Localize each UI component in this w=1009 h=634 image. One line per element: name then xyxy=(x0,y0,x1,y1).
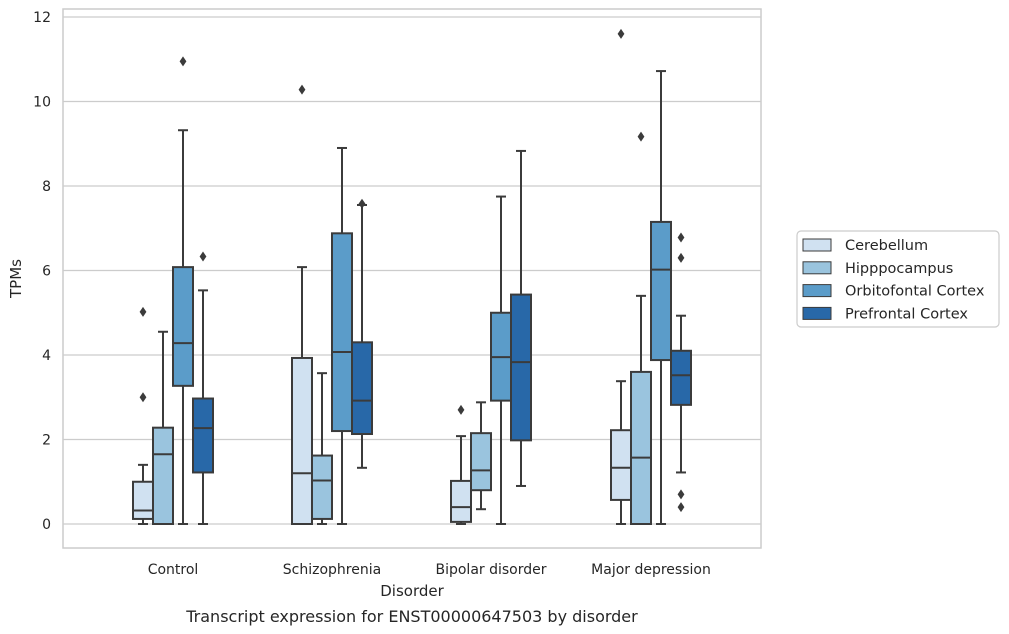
outlier-point xyxy=(139,306,147,317)
box-hipppocampus-schizophrenia xyxy=(311,372,333,525)
outlier-point xyxy=(637,131,645,142)
outlier-point xyxy=(677,252,685,263)
box-cerebellum-control xyxy=(132,306,154,525)
box-iqr xyxy=(172,266,194,387)
legend-frame xyxy=(796,230,1000,328)
outlier-point xyxy=(199,251,207,262)
box-orbitofontal-cortex-bipolar-disorder xyxy=(490,195,512,525)
y-tick-label: 6 xyxy=(42,264,51,280)
box-iqr xyxy=(610,429,632,501)
box-iqr xyxy=(311,454,333,520)
box-iqr xyxy=(132,480,154,520)
box-iqr xyxy=(630,370,652,525)
legend-swatch xyxy=(802,261,832,275)
y-tick-label: 0 xyxy=(42,517,51,533)
plot-frame xyxy=(62,8,762,549)
y-tick-label: 10 xyxy=(33,95,51,111)
outlier-point xyxy=(677,232,685,243)
outlier-point xyxy=(457,404,465,415)
box-cerebellum-bipolar-disorder xyxy=(450,404,472,525)
box-hipppocampus-major-depression xyxy=(630,131,652,525)
outlier-point xyxy=(298,84,306,95)
box-hipppocampus-control xyxy=(152,330,174,526)
legend-swatch xyxy=(802,238,832,252)
legend-swatch xyxy=(802,306,832,320)
outlier-point xyxy=(179,56,187,67)
box-prefrontal-cortex-major-depression xyxy=(670,232,692,513)
x-tick-labels: Control Schizophrenia Bipolar disorder Majo… xyxy=(148,562,711,578)
box-iqr xyxy=(650,220,672,362)
box-iqr xyxy=(331,232,353,433)
box-iqr xyxy=(670,349,692,406)
y-tick-label: 12 xyxy=(33,10,51,26)
legend-label: Prefrontal Cortex xyxy=(845,306,968,322)
box-prefrontal-cortex-bipolar-disorder xyxy=(510,149,532,487)
outlier-point xyxy=(617,28,625,39)
box-iqr xyxy=(152,426,174,526)
box-iqr xyxy=(192,397,214,474)
outlier-point xyxy=(677,502,685,513)
box-plots xyxy=(132,28,692,526)
x-tick-label: Control xyxy=(148,562,199,578)
box-prefrontal-cortex-control xyxy=(192,251,214,525)
outlier-point xyxy=(358,198,366,209)
box-iqr xyxy=(510,293,532,442)
outlier-point xyxy=(139,392,147,403)
box-orbitofontal-cortex-major-depression xyxy=(650,70,672,525)
legend-label: Cerebellum xyxy=(845,238,928,254)
box-orbitofontal-cortex-control xyxy=(172,56,194,525)
legend-label: Orbitofontal Cortex xyxy=(845,284,985,300)
y-axis-title: TPMs xyxy=(7,259,25,299)
chart-caption: Transcript expression for ENST0000064750… xyxy=(185,607,638,626)
x-tick-label: Major depression xyxy=(591,562,711,578)
box-iqr xyxy=(450,479,472,523)
y-tick-labels: 0 2 4 6 8 10 12 xyxy=(33,10,51,533)
x-tick-label: Bipolar disorder xyxy=(435,562,546,578)
box-orbitofontal-cortex-schizophrenia xyxy=(331,146,353,525)
box-cerebellum-major-depression xyxy=(610,28,632,525)
x-tick-label: Schizophrenia xyxy=(283,562,381,578)
x-axis-title: Disorder xyxy=(380,582,444,600)
legend: Cerebellum Hipppocampus Orbitofontal Corte… xyxy=(796,230,1000,328)
outlier-point xyxy=(677,489,685,500)
legend-swatch xyxy=(802,284,832,298)
legend-label: Hipppocampus xyxy=(845,261,953,277)
y-tick-label: 4 xyxy=(42,348,51,364)
box-prefrontal-cortex-schizophrenia xyxy=(351,198,373,469)
box-hipppocampus-bipolar-disorder xyxy=(470,401,492,511)
y-tick-label: 2 xyxy=(42,433,51,449)
box-iqr xyxy=(470,432,492,492)
box-iqr xyxy=(351,341,373,436)
y-tick-label: 8 xyxy=(42,179,51,195)
box-cerebellum-schizophrenia xyxy=(291,84,313,525)
box-iqr xyxy=(291,356,313,525)
